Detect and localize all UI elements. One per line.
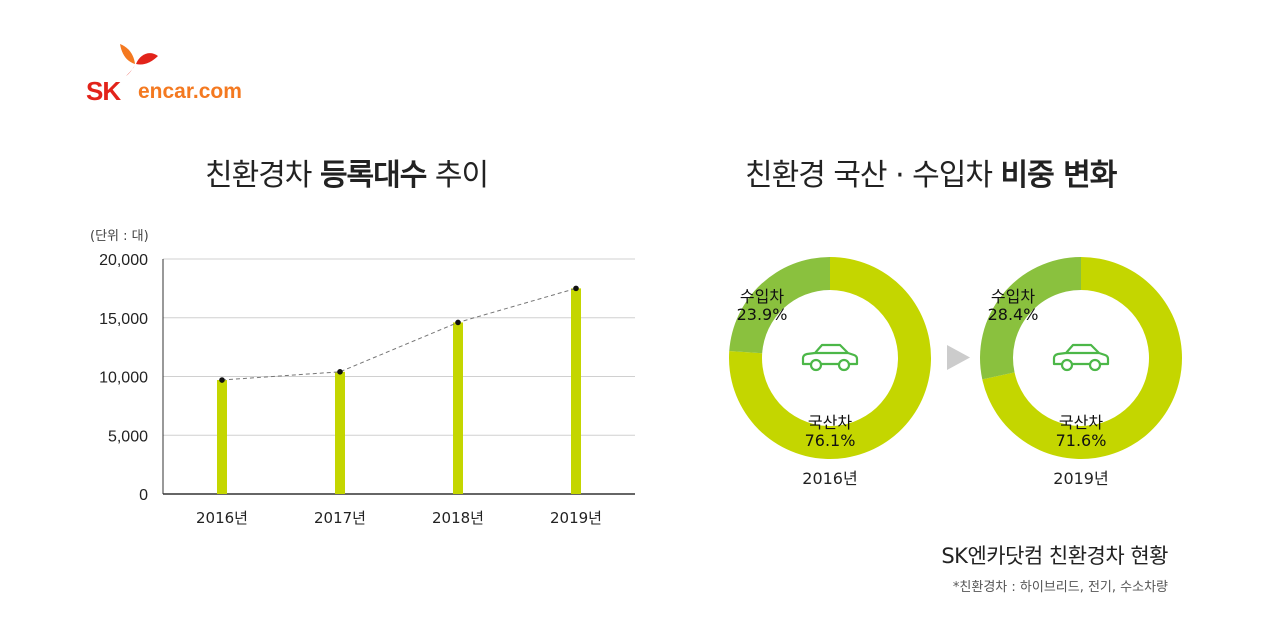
slice-import [979, 257, 1081, 380]
bar [453, 322, 463, 494]
slice-domestic [729, 257, 932, 460]
import-value: 28.4% [988, 305, 1039, 324]
brand-encar: encar.com [138, 80, 242, 103]
slice-domestic [982, 257, 1183, 459]
title-bold: 비중 변화 [1000, 158, 1117, 193]
brand-sk: SK [86, 76, 121, 106]
footnote: *친환경차 : 하이브리드, 전기, 수소차량 [952, 580, 1168, 595]
y-tick-label: 10,000 [99, 370, 148, 387]
butterfly-icon [120, 44, 158, 76]
share-change-title: 친환경 국산 · 수입차 비중 변화 [745, 150, 1117, 194]
domestic-value: 76.1% [805, 431, 856, 450]
x-tick-label: 2016년 [196, 509, 248, 527]
import-value: 23.9% [737, 305, 788, 324]
bar [335, 371, 345, 494]
title-part: 친환경차 [205, 158, 320, 193]
title-part: 친환경 국산 · 수입차 [745, 158, 1001, 193]
trend-line [221, 287, 577, 381]
registration-bar-chart: 0 5,000 10,000 15,000 20,000 2016년 2017년 2018년 2… [99, 252, 635, 527]
y-tick-label: 15,000 [99, 311, 148, 328]
domestic-label: 국산차 [808, 413, 852, 432]
trend-point [573, 285, 579, 292]
brand-logo: SK encar.com [86, 42, 276, 112]
x-tick-label: 2018년 [432, 509, 484, 527]
domestic-label: 국산차 [1059, 413, 1103, 432]
trend-point [455, 319, 461, 326]
caption: SK엔카닷컴 친환경차 현황 [941, 544, 1168, 568]
year-label: 2016년 [802, 469, 857, 488]
y-tick-label: 5,000 [108, 428, 148, 445]
title-bold: 등록대수 [319, 158, 427, 193]
bar [571, 288, 581, 494]
registration-trend-title: 친환경차 등록대수 추이 [205, 150, 489, 194]
arrow-right-icon [947, 345, 970, 370]
car-icon [1052, 343, 1110, 372]
bar [217, 380, 227, 494]
trend-point [337, 369, 343, 375]
title-part: 추이 [426, 158, 489, 193]
unit-label: (단위 : 대) [90, 229, 149, 244]
import-label: 수입차 [991, 287, 1035, 306]
x-tick-label: 2019년 [550, 509, 602, 527]
y-tick-label: 20,000 [99, 252, 148, 269]
slice-import [729, 257, 830, 354]
domestic-value: 71.6% [1056, 431, 1107, 450]
x-tick-label: 2017년 [314, 509, 366, 527]
trend-point [219, 377, 225, 383]
import-label: 수입차 [740, 287, 784, 306]
y-tick-label: 0 [139, 487, 148, 504]
car-icon [801, 343, 859, 372]
year-label: 2019년 [1053, 469, 1108, 488]
